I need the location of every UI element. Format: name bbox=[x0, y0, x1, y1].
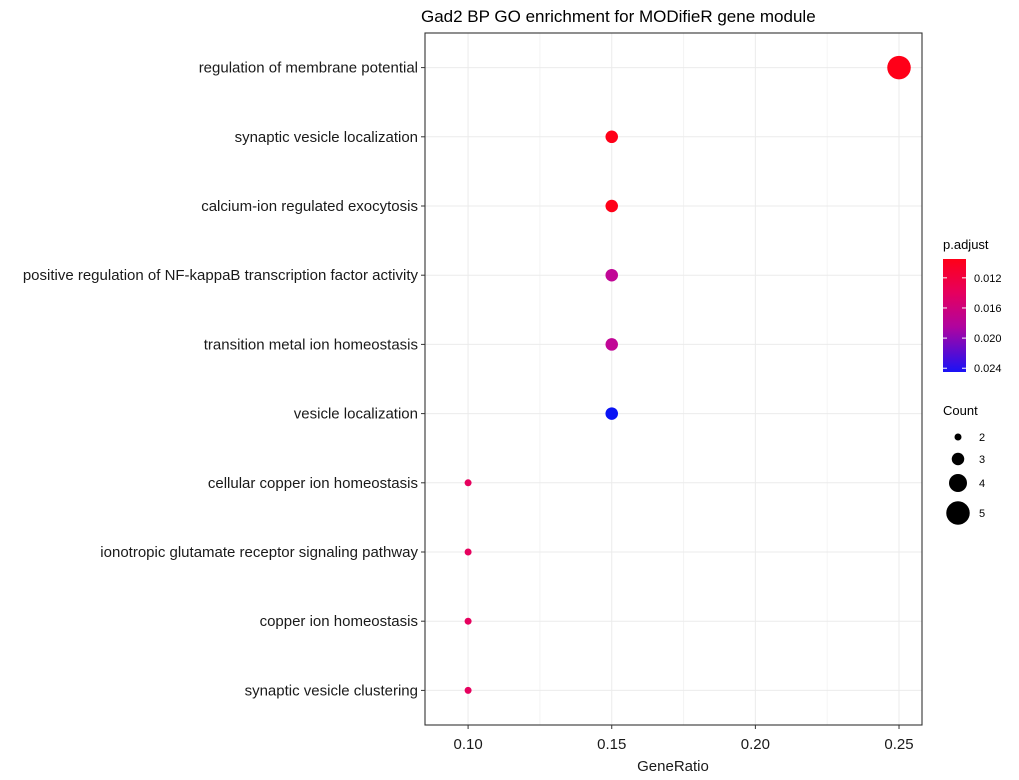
y-tick-label: transition metal ion homeostasis bbox=[204, 336, 418, 353]
p-adjust-colorbar bbox=[943, 259, 966, 372]
data-point bbox=[605, 407, 618, 420]
y-tick-label: calcium-ion regulated exocytosis bbox=[201, 198, 418, 215]
data-point bbox=[605, 131, 618, 144]
x-tick-label: 0.25 bbox=[884, 736, 913, 753]
x-tick-label: 0.15 bbox=[597, 736, 626, 753]
x-tick-label: 0.20 bbox=[741, 736, 770, 753]
chart-title: Gad2 BP GO enrichment for MODifieR gene … bbox=[421, 7, 816, 26]
count-legend-dot bbox=[949, 474, 967, 492]
data-point bbox=[465, 687, 472, 694]
count-legend-label: 4 bbox=[979, 478, 985, 490]
y-tick-label: ionotropic glutamate receptor signaling … bbox=[100, 544, 418, 561]
y-tick-label: positive regulation of NF-kappaB transcr… bbox=[23, 267, 419, 284]
count-legend-label: 2 bbox=[979, 432, 985, 444]
x-axis-title: GeneRatio bbox=[637, 758, 709, 775]
count-legend-dot bbox=[952, 453, 965, 466]
data-point bbox=[465, 549, 472, 556]
count-legend-dot bbox=[955, 434, 962, 441]
y-tick-label: synaptic vesicle clustering bbox=[245, 682, 418, 699]
y-tick-label: copper ion homeostasis bbox=[260, 613, 418, 630]
count-legend-label: 5 bbox=[979, 508, 985, 520]
y-tick-label: synaptic vesicle localization bbox=[235, 129, 418, 146]
p-adjust-legend-title: p.adjust bbox=[943, 237, 989, 252]
data-point bbox=[887, 56, 911, 80]
y-tick-label: regulation of membrane potential bbox=[199, 60, 418, 77]
data-point bbox=[605, 200, 618, 213]
data-point bbox=[465, 479, 472, 486]
y-tick-label: vesicle localization bbox=[294, 406, 418, 423]
count-legend-title: Count bbox=[943, 403, 978, 418]
colorbar-tick-label: 0.016 bbox=[974, 303, 1002, 315]
count-legend-dot bbox=[946, 501, 970, 525]
data-point bbox=[605, 269, 618, 282]
data-point bbox=[465, 618, 472, 625]
count-legend-label: 3 bbox=[979, 454, 985, 466]
colorbar-tick-label: 0.024 bbox=[974, 363, 1002, 375]
y-tick-label: cellular copper ion homeostasis bbox=[208, 475, 418, 492]
x-tick-label: 0.10 bbox=[453, 736, 482, 753]
data-point bbox=[605, 338, 618, 351]
colorbar-tick-label: 0.012 bbox=[974, 273, 1002, 285]
colorbar-tick-label: 0.020 bbox=[974, 333, 1002, 345]
